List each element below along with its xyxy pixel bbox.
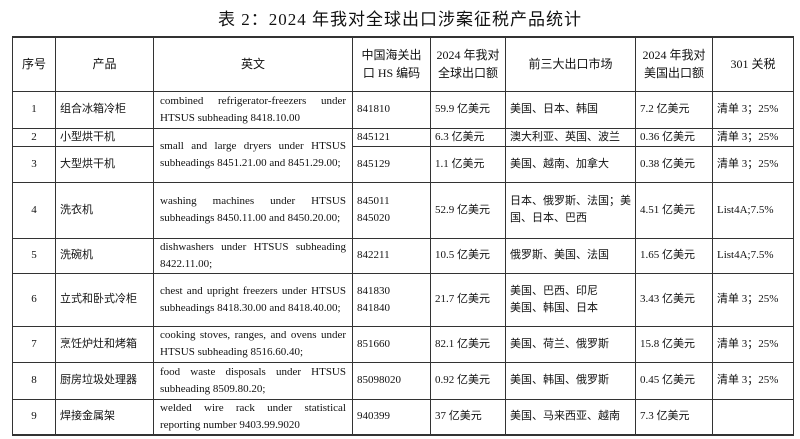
- table-row: 3 大型烘干机 845129 1.1 亿美元 美国、越南、加拿大 0.38 亿美元 清单 3…: [12, 145, 794, 183]
- cell-us: 0.45 亿美元: [635, 361, 713, 400]
- cell-us: 4.51 亿美元: [635, 181, 713, 239]
- cell-tariff: List4A;7.5%: [712, 237, 794, 274]
- table-row: 9 焊接金属架 welded wire rack under statistical…: [12, 398, 794, 436]
- cell-markets: 美国、日本、韩国: [505, 90, 636, 129]
- cell-tariff: 清单 3；25%: [712, 127, 794, 147]
- table-row: 4 洗衣机 washing machines under HTSUS subhead…: [12, 181, 794, 239]
- cell-product: 烹饪炉灶和烤箱: [55, 325, 154, 363]
- cell-global: 10.5 亿美元: [430, 237, 506, 274]
- cell-hs: 85098020: [352, 361, 431, 400]
- cell-global: 0.92 亿美元: [430, 361, 506, 400]
- cell-english: chest and upright freezers under HTSUS s…: [153, 272, 353, 327]
- cell-tariff: 清单 3；25%: [712, 90, 794, 129]
- cell-markets: 美国、巴西、印尼 美国、韩国、日本: [505, 272, 636, 327]
- cell-no: 4: [12, 181, 56, 239]
- cell-product: 立式和卧式冷柜: [55, 272, 154, 327]
- cell-hs: 845129: [352, 145, 431, 183]
- cell-markets: 澳大利亚、英国、波兰: [505, 127, 636, 147]
- cell-no: 5: [12, 237, 56, 274]
- cell-english: small and large dryers under HTSUS subhe…: [153, 127, 353, 183]
- cell-hs: 841810: [352, 90, 431, 129]
- header-tariff: 301 关税: [712, 36, 794, 92]
- table-row: 6 立式和卧式冷柜 chest and upright freezers under…: [12, 272, 794, 327]
- cell-tariff: 清单 3；25%: [712, 361, 794, 400]
- cell-product: 洗碗机: [55, 237, 154, 274]
- cell-product: 焊接金属架: [55, 398, 154, 436]
- table-row: 7 烹饪炉灶和烤箱 cooking stoves, ranges, and oven…: [12, 325, 794, 363]
- cell-tariff: [712, 398, 794, 436]
- tariff-products-table: 序号 产品 英文 中国海关出口 HS 编码 2024 年我对全球出口额 前三大出…: [12, 36, 794, 436]
- cell-no: 7: [12, 325, 56, 363]
- cell-english: washing machines under HTSUS subheadings…: [153, 181, 353, 239]
- cell-product: 洗衣机: [55, 181, 154, 239]
- cell-english: combined refrigerator-freezers under HTS…: [153, 90, 353, 129]
- header-markets: 前三大出口市场: [505, 36, 636, 92]
- header-english: 英文: [153, 36, 353, 92]
- cell-global: 21.7 亿美元: [430, 272, 506, 327]
- cell-tariff: 清单 3；25%: [712, 272, 794, 327]
- cell-markets: 美国、荷兰、俄罗斯: [505, 325, 636, 363]
- cell-us: 0.38 亿美元: [635, 145, 713, 183]
- cell-english: food waste disposals under HTSUS subhead…: [153, 361, 353, 400]
- cell-hs: 940399: [352, 398, 431, 436]
- cell-no: 6: [12, 272, 56, 327]
- cell-product: 厨房垃圾处理器: [55, 361, 154, 400]
- cell-no: 3: [12, 145, 56, 183]
- cell-us: 3.43 亿美元: [635, 272, 713, 327]
- header-no: 序号: [12, 36, 56, 92]
- cell-us: 7.3 亿美元: [635, 398, 713, 436]
- cell-hs: 841830 841840: [352, 272, 431, 327]
- cell-hs: 845121: [352, 127, 431, 147]
- cell-us: 0.36 亿美元: [635, 127, 713, 147]
- cell-english: cooking stoves, ranges, and ovens under …: [153, 325, 353, 363]
- cell-us: 7.2 亿美元: [635, 90, 713, 129]
- cell-markets: 美国、马来西亚、越南: [505, 398, 636, 436]
- table-title: 表 2：2024 年我对全球出口涉案征税产品统计: [218, 10, 582, 29]
- header-hs: 中国海关出口 HS 编码: [352, 36, 431, 92]
- cell-no: 9: [12, 398, 56, 436]
- cell-global: 37 亿美元: [430, 398, 506, 436]
- cell-hs: 842211: [352, 237, 431, 274]
- cell-tariff: List4A;7.5%: [712, 181, 794, 239]
- table-row: 8 厨房垃圾处理器 food waste disposals under HTSUS…: [12, 361, 794, 400]
- cell-us: 15.8 亿美元: [635, 325, 713, 363]
- cell-hs: 845011 845020: [352, 181, 431, 239]
- cell-tariff: 清单 3；25%: [712, 145, 794, 183]
- table-row: 2 小型烘干机 small and large dryers under HTSUS…: [12, 127, 794, 183]
- cell-no: 8: [12, 361, 56, 400]
- cell-markets: 俄罗斯、美国、法国: [505, 237, 636, 274]
- cell-markets: 美国、越南、加拿大: [505, 145, 636, 183]
- cell-global: 82.1 亿美元: [430, 325, 506, 363]
- cell-product: 大型烘干机: [55, 145, 154, 183]
- cell-no: 2: [12, 127, 56, 147]
- header-us: 2024 年我对美国出口额: [635, 36, 713, 92]
- cell-global: 59.9 亿美元: [430, 90, 506, 129]
- header-row: 序号 产品 英文 中国海关出口 HS 编码 2024 年我对全球出口额 前三大出…: [12, 36, 794, 92]
- header-global: 2024 年我对全球出口额: [430, 36, 506, 92]
- cell-us: 1.65 亿美元: [635, 237, 713, 274]
- cell-hs: 851660: [352, 325, 431, 363]
- cell-english: dishwashers under HTSUS subheading 8422.…: [153, 237, 353, 274]
- table-row: 1 组合冰箱冷柜 combined refrigerator-freezers un…: [12, 90, 794, 129]
- cell-global: 6.3 亿美元: [430, 127, 506, 147]
- cell-global: 52.9 亿美元: [430, 181, 506, 239]
- cell-english: welded wire rack under statistical repor…: [153, 398, 353, 436]
- cell-markets: 美国、韩国、俄罗斯: [505, 361, 636, 400]
- cell-no: 1: [12, 90, 56, 129]
- cell-global: 1.1 亿美元: [430, 145, 506, 183]
- table-row: 5 洗碗机 dishwashers under HTSUS subheading 8…: [12, 237, 794, 274]
- header-product: 产品: [55, 36, 154, 92]
- cell-product: 小型烘干机: [55, 127, 154, 147]
- cell-product: 组合冰箱冷柜: [55, 90, 154, 129]
- cell-tariff: 清单 3；25%: [712, 325, 794, 363]
- cell-markets: 日本、俄罗斯、法国；美国、日本、巴西: [505, 181, 636, 239]
